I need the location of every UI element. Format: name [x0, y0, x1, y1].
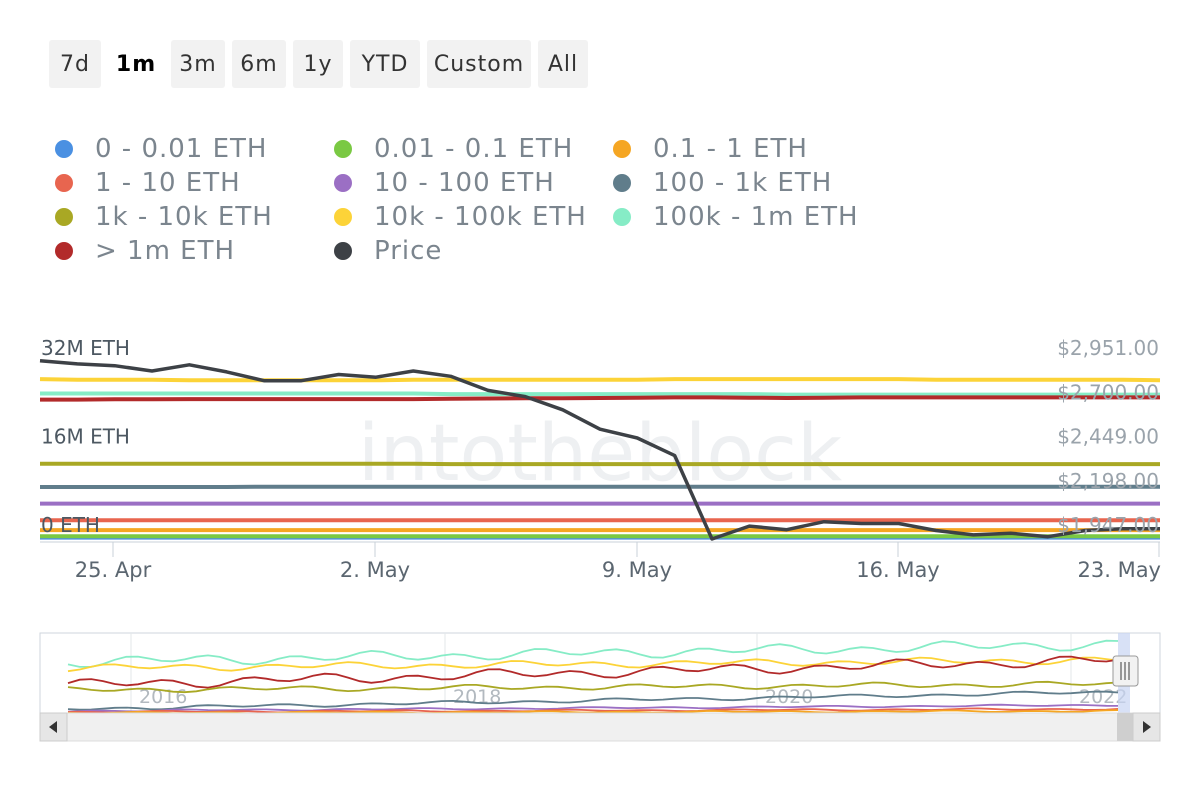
range-selector: 7d 1m 3m 6m 1y YTD Custom All: [49, 40, 588, 88]
y-right-tick-label: $2,198.00: [1057, 469, 1159, 493]
legend-label: 100 - 1k ETH: [653, 168, 833, 198]
legend-dot-icon: [334, 242, 352, 260]
navigator-series-line: [67, 703, 1119, 713]
navigator-handle-grip[interactable]: [1112, 655, 1139, 687]
range-button-6m[interactable]: 6m: [232, 40, 286, 88]
navigator-series-line: [67, 707, 1119, 714]
legend-label: 0.01 - 0.1 ETH: [374, 134, 574, 164]
legend-label: > 1m ETH: [95, 236, 236, 266]
legend-label: Price: [374, 236, 443, 266]
legend-label: 0.1 - 1 ETH: [653, 134, 808, 164]
scrollbar-thumb[interactable]: [1117, 713, 1133, 741]
navigator-series-line: [67, 639, 1119, 668]
legend-dot-icon: [55, 242, 73, 260]
legend-label: 1 - 10 ETH: [95, 168, 241, 198]
legend-dot-icon: [55, 174, 73, 192]
y-right-tick-label: $1,947.00: [1057, 513, 1159, 537]
range-button-3m[interactable]: 3m: [171, 40, 225, 88]
x-tick-label: 16. May: [856, 558, 940, 582]
range-button-custom[interactable]: Custom: [427, 40, 531, 88]
range-button-all[interactable]: All: [538, 40, 588, 88]
legend-dot-icon: [55, 208, 73, 226]
legend-label: 10k - 100k ETH: [374, 202, 587, 232]
x-tick-label: 2. May: [340, 558, 410, 582]
legend-dot-icon: [334, 208, 352, 226]
x-tick-label: 25. Apr: [75, 558, 152, 582]
range-button-1y[interactable]: 1y: [293, 40, 343, 88]
navigator-series-line: [67, 656, 1119, 673]
navigator-tick-label: 2018: [453, 686, 501, 708]
series-line-8: [40, 391, 1160, 397]
navigator-series-line: [67, 680, 1119, 694]
legend-dot-icon: [613, 140, 631, 158]
y-left-tick-label: 16M ETH: [41, 425, 130, 449]
legend-label: 0 - 0.01 ETH: [95, 134, 268, 164]
legend-dot-icon: [613, 174, 631, 192]
legend-item-3[interactable]: 1 - 10 ETH: [55, 168, 241, 198]
navigator-tick-label: 2020: [765, 686, 813, 708]
y-left-tick-label: 32M ETH: [41, 336, 130, 360]
navigator-frame: [39, 632, 1161, 718]
legend-dot-icon: [334, 174, 352, 192]
legend-item-1[interactable]: 0.01 - 0.1 ETH: [334, 134, 573, 164]
legend-item-4[interactable]: 10 - 100 ETH: [334, 168, 555, 198]
scroll-left-button[interactable]: [39, 712, 68, 742]
scrollbar-track[interactable]: [39, 712, 1161, 742]
legend-label: 100k - 1m ETH: [653, 202, 859, 232]
navigator-series-line: [67, 709, 1119, 715]
legend-item-6[interactable]: 1k - 10k ETH: [55, 202, 273, 232]
navigator-series-line: [67, 690, 1119, 711]
range-button-ytd[interactable]: YTD: [350, 40, 420, 88]
navigator-tick-label: 2016: [139, 686, 187, 708]
legend-dot-icon: [334, 140, 352, 158]
arrow-left-icon: [49, 721, 57, 733]
legend-label: 1k - 10k ETH: [95, 202, 273, 232]
series-line-10: [39, 359, 1160, 541]
legend-item-0[interactable]: 0 - 0.01 ETH: [55, 134, 267, 164]
navigator-selection[interactable]: [1118, 633, 1130, 717]
range-button-7d[interactable]: 7d: [49, 40, 101, 88]
y-right-tick-label: $2,449.00: [1057, 425, 1159, 449]
legend-item-7[interactable]: 10k - 100k ETH: [334, 202, 587, 232]
scroll-right-button[interactable]: [1132, 712, 1161, 742]
legend-item-5[interactable]: 100 - 1k ETH: [613, 168, 832, 198]
series-line-9: [40, 395, 1160, 402]
navigator-tick-label: 2022: [1079, 686, 1127, 708]
legend-item-8[interactable]: 100k - 1m ETH: [613, 202, 859, 232]
legend-dot-icon: [613, 208, 631, 226]
legend-item-9[interactable]: > 1m ETH: [55, 236, 235, 266]
legend-item-10[interactable]: Price: [334, 236, 442, 266]
x-tick-label: 23. May: [1078, 558, 1162, 582]
x-tick-label: 9. May: [602, 558, 672, 582]
series-line-7: [39, 377, 1161, 383]
watermark-text: intotheblock: [358, 409, 842, 499]
navigator-series-line: [67, 655, 1119, 689]
arrow-right-icon: [1143, 721, 1151, 733]
legend-item-2[interactable]: 0.1 - 1 ETH: [613, 134, 808, 164]
y-left-tick-label: 0 ETH: [41, 513, 100, 537]
y-right-tick-label: $2,700.00: [1057, 380, 1159, 404]
legend-dot-icon: [55, 140, 73, 158]
range-button-1m[interactable]: 1m: [108, 40, 164, 88]
legend-label: 10 - 100 ETH: [374, 168, 555, 198]
y-right-tick-label: $2,951.00: [1057, 336, 1159, 360]
